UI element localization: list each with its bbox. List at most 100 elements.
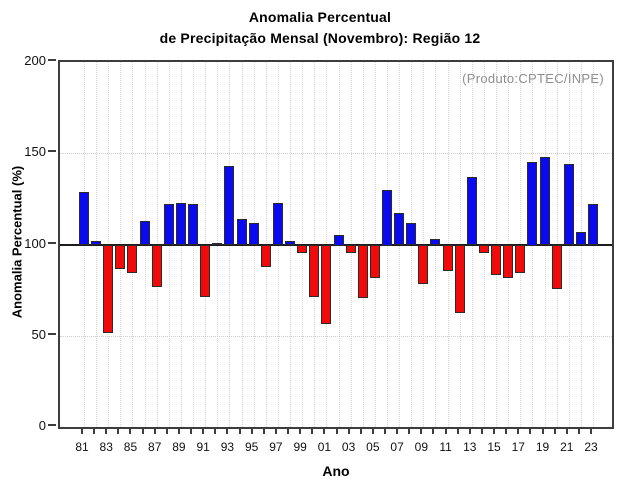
y-tick-label: 150 <box>24 144 46 160</box>
bar-93 <box>224 166 235 246</box>
x-tick <box>396 427 399 434</box>
x-tick <box>480 427 483 434</box>
bar-23 <box>588 204 598 246</box>
bar-84 <box>115 244 126 270</box>
y-tick <box>48 424 56 426</box>
x-tick <box>165 427 168 434</box>
x-tick-label: 85 <box>123 440 138 454</box>
bar-12 <box>454 244 465 314</box>
bar-02 <box>333 235 344 246</box>
x-tick-label: 93 <box>220 440 235 454</box>
x-tick <box>541 427 544 434</box>
x-tick <box>299 427 302 434</box>
x-tick-label: 99 <box>293 440 307 454</box>
bar-13 <box>466 176 477 246</box>
x-tick-label: 83 <box>99 440 113 454</box>
bar-06 <box>381 189 392 246</box>
x-tick-label: 87 <box>148 440 162 454</box>
x-tick-label: 19 <box>535 440 550 454</box>
bar-17 <box>515 244 526 273</box>
bar-83 <box>103 244 114 334</box>
gridline-horizontal <box>60 153 612 155</box>
x-tick-label: 05 <box>366 440 380 454</box>
y-tick-label: 100 <box>24 235 46 251</box>
bar-86 <box>139 220 150 246</box>
x-tick <box>468 427 471 434</box>
x-tick <box>262 427 265 434</box>
x-tick <box>383 427 386 434</box>
bar-82 <box>91 240 102 246</box>
bar-92 <box>212 242 223 246</box>
bar-89 <box>175 202 186 246</box>
bar-94 <box>236 218 247 246</box>
bar-18 <box>527 162 538 246</box>
x-tick-label: 23 <box>584 440 598 454</box>
x-tick-label: 11 <box>439 440 452 454</box>
bar-14 <box>478 244 489 253</box>
x-tick-label: 09 <box>414 440 428 454</box>
x-tick <box>408 427 411 434</box>
x-tick <box>202 427 205 434</box>
bar-16 <box>503 244 514 279</box>
x-tick <box>456 427 459 434</box>
x-tick-label: 21 <box>560 440 574 454</box>
x-tick <box>517 427 520 434</box>
x-tick <box>129 427 132 434</box>
x-tick <box>141 427 144 434</box>
x-tick <box>105 427 108 434</box>
x-tick-label: 81 <box>75 440 89 454</box>
x-tick <box>250 427 253 434</box>
x-tick-label: 07 <box>390 440 404 454</box>
bar-88 <box>163 204 174 246</box>
x-tick <box>420 427 423 434</box>
y-tick <box>48 59 56 61</box>
bar-91 <box>200 244 211 297</box>
y-tick-label: 0 <box>38 418 46 433</box>
x-tick <box>553 427 556 434</box>
plot-area: (Produto:CPTEC/INPE) <box>58 60 614 429</box>
bar-01 <box>321 244 332 324</box>
bar-03 <box>345 244 356 253</box>
x-tick <box>311 427 314 434</box>
x-tick <box>177 427 180 434</box>
bar-04 <box>357 244 368 299</box>
x-tick <box>238 427 241 434</box>
x-tick <box>505 427 508 434</box>
bar-87 <box>151 244 162 288</box>
bar-11 <box>442 244 453 272</box>
bar-10 <box>430 239 441 246</box>
bar-09 <box>418 244 429 284</box>
x-tick-label: 03 <box>341 440 356 454</box>
x-tick <box>323 427 326 434</box>
x-tick-label: 15 <box>487 440 501 454</box>
y-tick <box>48 241 56 244</box>
x-tick <box>93 427 96 434</box>
x-tick <box>335 427 338 434</box>
bar-97 <box>272 202 283 246</box>
x-tick-label: 89 <box>172 440 186 454</box>
x-tick-label: 01 <box>317 440 332 454</box>
bar-00 <box>309 244 320 297</box>
bar-08 <box>406 222 417 246</box>
bar-95 <box>248 222 259 246</box>
bar-15 <box>491 244 502 275</box>
x-tick <box>432 427 435 434</box>
y-tick <box>48 150 56 153</box>
bar-20 <box>551 244 562 290</box>
bar-05 <box>369 244 380 279</box>
chart-title: Anomalia Percentual de Precipitação Mens… <box>0 7 640 49</box>
x-tick-label: 95 <box>244 440 259 454</box>
x-tick-label: 91 <box>196 440 210 454</box>
bar-81 <box>79 191 89 246</box>
x-tick <box>493 427 496 434</box>
x-tick <box>444 427 447 434</box>
bar-98 <box>285 240 296 246</box>
x-tick <box>529 427 532 434</box>
x-tick <box>565 427 568 434</box>
y-tick-label: 50 <box>31 326 46 342</box>
x-tick <box>577 427 580 434</box>
x-tick <box>287 427 290 434</box>
chart-title-line1: Anomalia Percentual <box>248 9 392 25</box>
source-annotation: (Produto:CPTEC/INPE) <box>462 71 604 86</box>
